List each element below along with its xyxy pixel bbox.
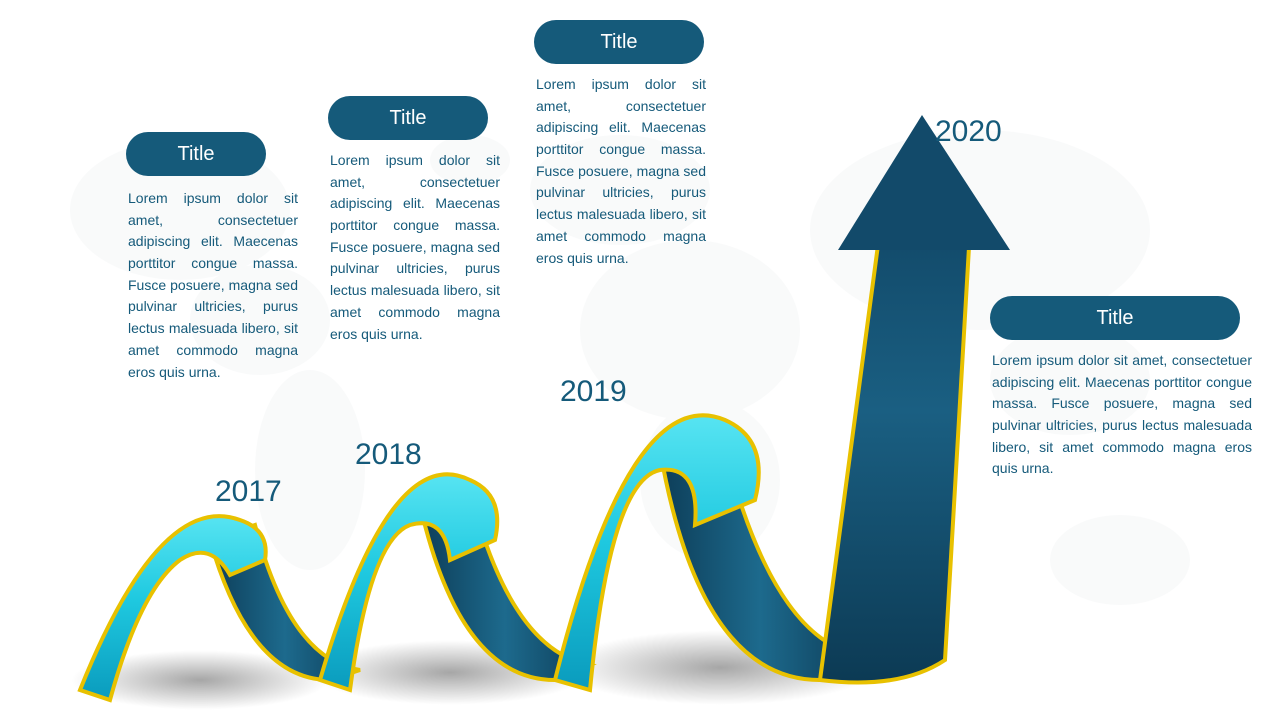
- year-2019: 2019: [560, 375, 627, 409]
- body-text-3: Lorem ipsum dolor sit amet, consectetuer…: [536, 74, 706, 269]
- year-2018: 2018: [355, 438, 422, 472]
- body-text-2: Lorem ipsum dolor sit amet, consectetuer…: [330, 150, 500, 345]
- title-1-label: Title: [177, 143, 214, 166]
- title-4-label: Title: [1096, 307, 1133, 330]
- year-2020: 2020: [935, 115, 1002, 149]
- year-2017: 2017: [215, 475, 282, 509]
- title-pill-2: Title: [328, 96, 488, 140]
- title-pill-3: Title: [534, 20, 704, 64]
- title-3-label: Title: [600, 31, 637, 54]
- infographic-stage: 2017 2018 2019 2020 Title Lorem ipsum do…: [0, 0, 1280, 720]
- title-2-label: Title: [389, 107, 426, 130]
- title-pill-4: Title: [990, 296, 1240, 340]
- body-text-1: Lorem ipsum dolor sit amet, consectetuer…: [128, 188, 298, 383]
- body-text-4: Lorem ipsum dolor sit amet, consectetuer…: [992, 350, 1252, 480]
- title-pill-1: Title: [126, 132, 266, 176]
